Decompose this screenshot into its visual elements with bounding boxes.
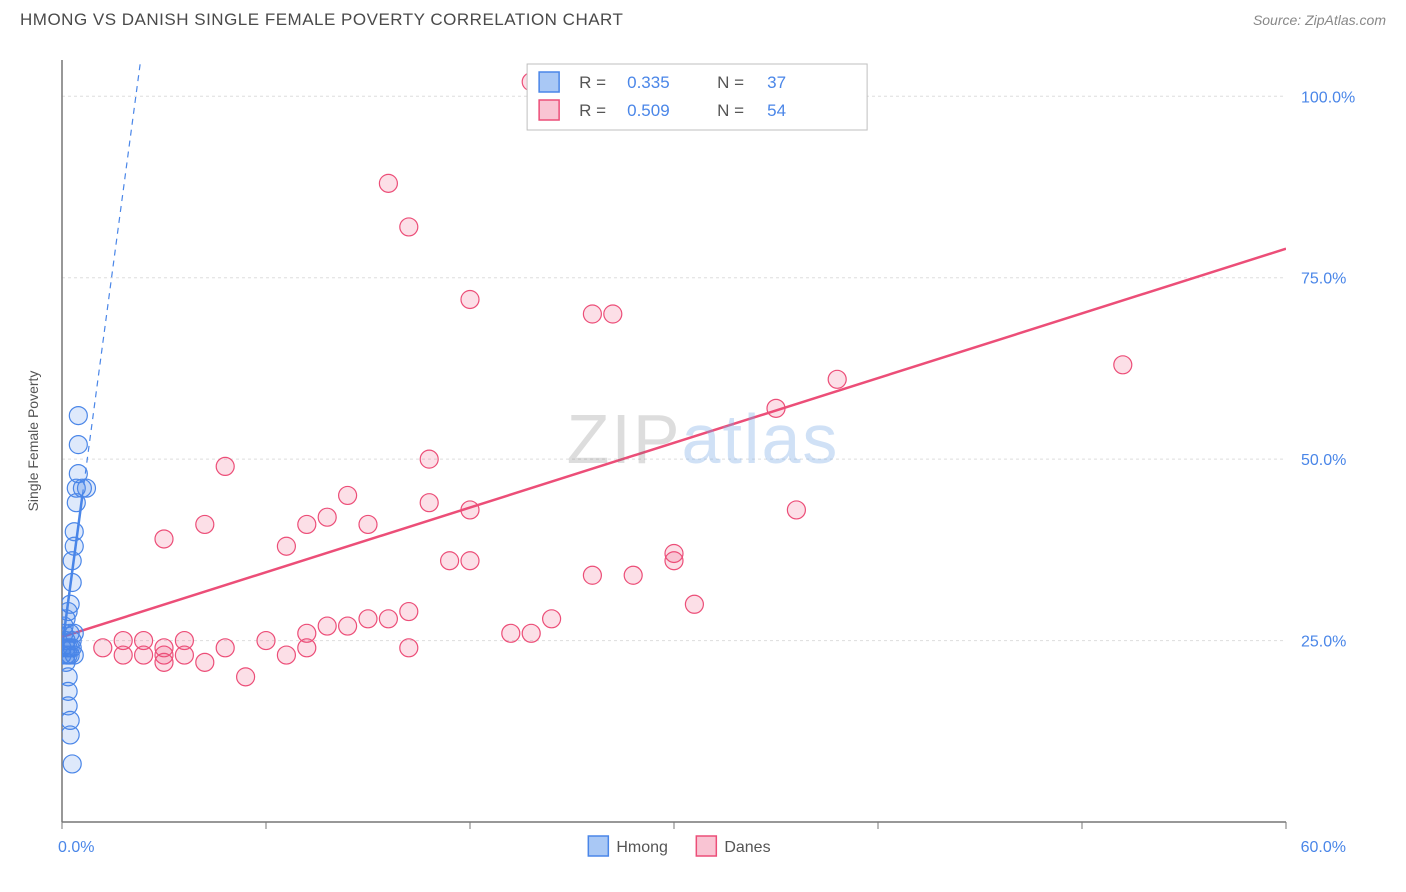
chart-container: 25.0% 50.0% 75.0% 100.0% 0.0% 60.0% Single Fem… xyxy=(20,40,1386,872)
svg-text:R =: R = xyxy=(579,101,606,120)
svg-text:0.0%: 0.0% xyxy=(58,839,94,856)
svg-text:R =: R = xyxy=(579,73,606,92)
svg-text:0.509: 0.509 xyxy=(627,101,670,120)
svg-text:Single Female Poverty: Single Female Poverty xyxy=(25,371,41,512)
svg-text:54: 54 xyxy=(767,101,786,120)
svg-text:N =: N = xyxy=(717,73,744,92)
svg-text:0.335: 0.335 xyxy=(627,73,670,92)
svg-text:25.0%: 25.0% xyxy=(1301,634,1346,651)
svg-text:Hmong: Hmong xyxy=(616,839,668,856)
svg-text:50.0%: 50.0% xyxy=(1301,452,1346,469)
chart-title: HMONG VS DANISH SINGLE FEMALE POVERTY CO… xyxy=(20,10,623,30)
chart-source: Source: ZipAtlas.com xyxy=(1253,12,1386,28)
svg-text:100.0%: 100.0% xyxy=(1301,89,1355,106)
scatter-chart: 25.0% 50.0% 75.0% 100.0% 0.0% 60.0% Single Fem… xyxy=(20,40,1386,872)
svg-text:N =: N = xyxy=(717,101,744,120)
svg-text:60.0%: 60.0% xyxy=(1301,839,1346,856)
svg-text:75.0%: 75.0% xyxy=(1301,271,1346,288)
svg-text:Danes: Danes xyxy=(724,839,770,856)
svg-text:37: 37 xyxy=(767,73,786,92)
